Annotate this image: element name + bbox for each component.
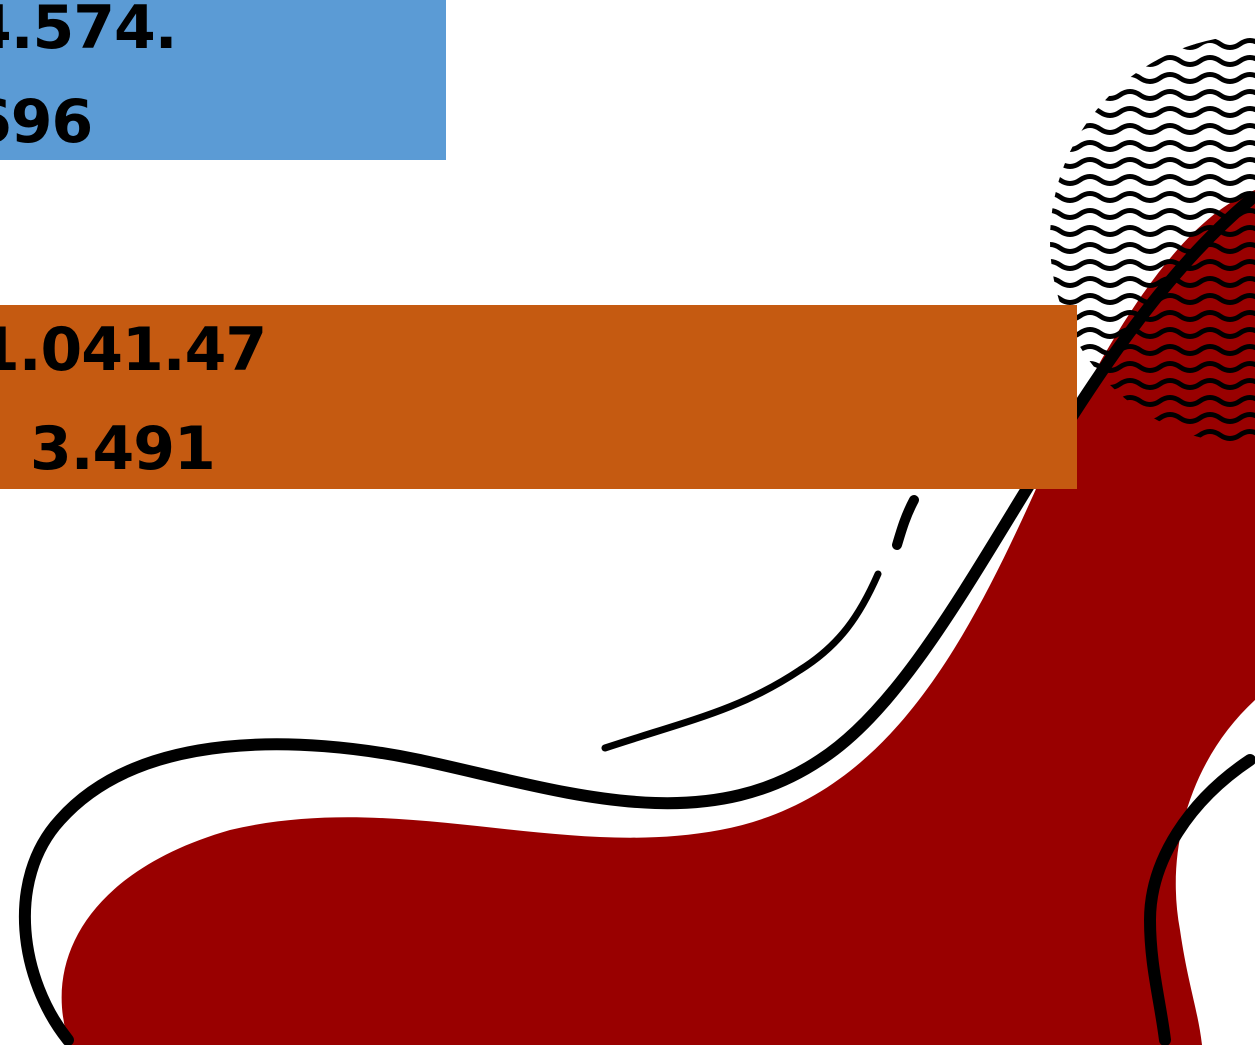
swoosh-outline xyxy=(19,194,1255,1045)
red-wave-shape xyxy=(61,190,1255,1045)
bar-series1-item1 xyxy=(0,0,446,160)
wave-line xyxy=(1050,259,1255,271)
wave-line xyxy=(1050,310,1255,322)
wave-line xyxy=(1050,276,1255,288)
wave-line xyxy=(1050,157,1255,169)
data-label-2-line2: 3.491 xyxy=(30,414,216,484)
data-label-2-line1: 1.041.47 xyxy=(0,315,267,385)
wave-line xyxy=(1050,242,1255,254)
wave-line xyxy=(1050,174,1255,186)
bar-series1-item2 xyxy=(0,305,1077,489)
wave-line xyxy=(1050,191,1255,203)
data-label-1-line2: 696 xyxy=(0,87,93,157)
wave-line xyxy=(1050,327,1255,339)
data-label-1-line1: 4.574. xyxy=(0,0,178,63)
wave-line xyxy=(1050,140,1255,152)
wave-line xyxy=(1050,225,1255,237)
